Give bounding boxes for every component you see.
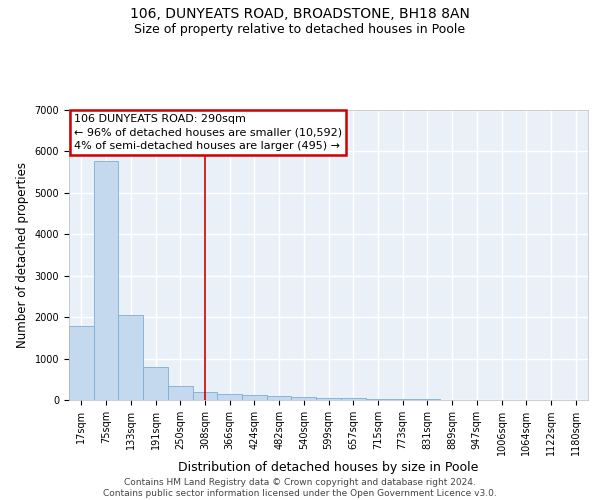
Bar xyxy=(292,396,316,400)
Bar xyxy=(69,326,94,400)
Bar xyxy=(242,396,267,400)
Bar xyxy=(168,386,193,400)
Bar xyxy=(341,398,365,400)
Text: Contains HM Land Registry data © Crown copyright and database right 2024.
Contai: Contains HM Land Registry data © Crown c… xyxy=(103,478,497,498)
Bar xyxy=(390,399,415,400)
Text: 106 DUNYEATS ROAD: 290sqm
← 96% of detached houses are smaller (10,592)
4% of se: 106 DUNYEATS ROAD: 290sqm ← 96% of detac… xyxy=(74,114,343,151)
Y-axis label: Number of detached properties: Number of detached properties xyxy=(16,162,29,348)
Bar xyxy=(143,367,168,400)
Text: 106, DUNYEATS ROAD, BROADSTONE, BH18 8AN: 106, DUNYEATS ROAD, BROADSTONE, BH18 8AN xyxy=(130,8,470,22)
Bar xyxy=(193,392,217,400)
Text: Size of property relative to detached houses in Poole: Size of property relative to detached ho… xyxy=(134,22,466,36)
Bar xyxy=(316,398,341,400)
Bar xyxy=(267,396,292,400)
Bar xyxy=(94,160,118,400)
Bar xyxy=(365,399,390,400)
Bar xyxy=(217,394,242,400)
Bar xyxy=(118,314,143,400)
X-axis label: Distribution of detached houses by size in Poole: Distribution of detached houses by size … xyxy=(178,461,479,474)
